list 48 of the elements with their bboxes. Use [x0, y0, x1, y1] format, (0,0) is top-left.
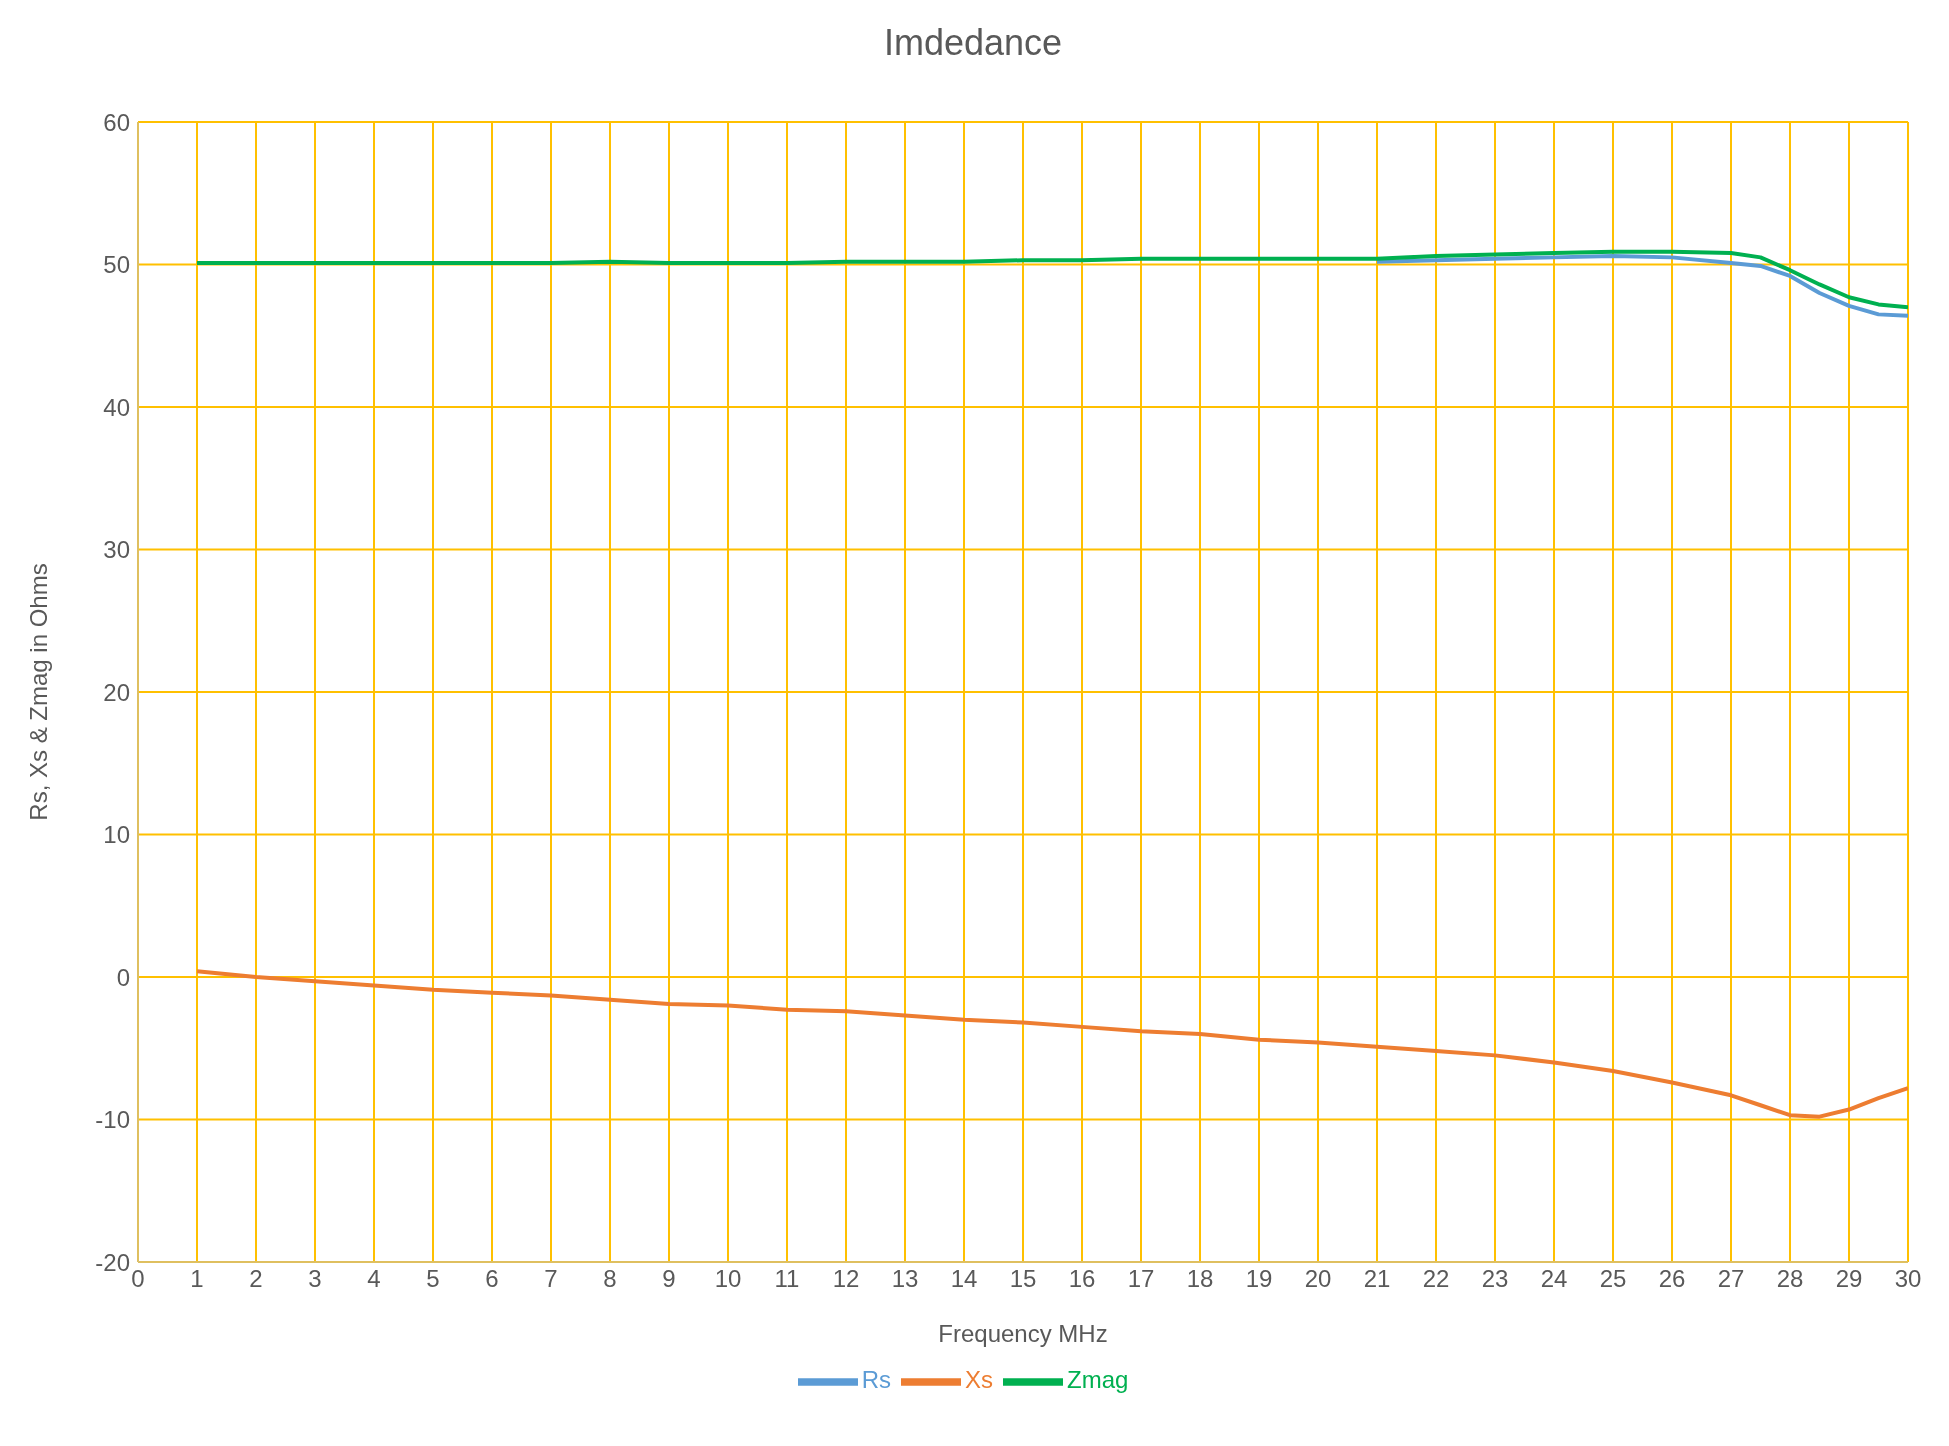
- x-tick-label: 24: [1540, 1265, 1568, 1293]
- y-tick-label: 30: [103, 536, 130, 564]
- y-tick-label: 0: [116, 963, 130, 991]
- y-axis-title: Rs, Xs & Zmag in Ohms: [24, 563, 52, 821]
- x-tick-label: 15: [1009, 1265, 1037, 1293]
- x-tick-label: 1: [190, 1265, 204, 1293]
- x-tick-label: 4: [367, 1265, 381, 1293]
- x-tick-label: 30: [1894, 1265, 1922, 1293]
- line-series: [1375, 253, 1908, 318]
- x-tick-label: 8: [603, 1265, 617, 1293]
- x-tick-label: 29: [1835, 1265, 1863, 1293]
- x-tick-label: 21: [1363, 1265, 1391, 1293]
- x-axis-title: Frequency MHz: [938, 1320, 1108, 1347]
- x-tick-label: 14: [950, 1265, 978, 1293]
- x-tick-label: 28: [1776, 1265, 1804, 1293]
- x-tick-label: 19: [1245, 1265, 1273, 1293]
- legend-label: Xs: [964, 1366, 993, 1394]
- x-tick-label: 20: [1304, 1265, 1332, 1293]
- x-tick-label: 5: [426, 1265, 440, 1293]
- x-tick-label: 2: [249, 1265, 263, 1293]
- x-tick-label: 11: [774, 1265, 800, 1293]
- x-tick-label: 26: [1658, 1265, 1686, 1293]
- x-tick-label: 9: [662, 1265, 676, 1293]
- y-tick-label: -10: [95, 1106, 130, 1134]
- x-tick-label: 25: [1599, 1265, 1627, 1293]
- line-series: [195, 249, 1908, 310]
- chart-title: Imdedance: [882, 21, 1064, 65]
- legend-label: Zmag: [1067, 1366, 1129, 1394]
- x-tick-label: 12: [832, 1265, 860, 1293]
- x-tick-label: 17: [1127, 1265, 1155, 1293]
- y-tick-label: 20: [103, 678, 130, 706]
- x-tick-label: 13: [891, 1265, 919, 1293]
- y-tick-label: -20: [95, 1248, 130, 1276]
- legend-label: Rs: [861, 1366, 891, 1394]
- x-tick-label: 7: [544, 1265, 558, 1293]
- x-tick-label: 22: [1422, 1265, 1450, 1293]
- x-tick-label: 23: [1481, 1265, 1509, 1293]
- x-tick-label: 10: [714, 1265, 742, 1293]
- x-tick-label: 16: [1068, 1265, 1096, 1293]
- y-tick-label: 60: [103, 108, 130, 136]
- x-tick-label: 18: [1186, 1265, 1214, 1293]
- x-tick-label: 27: [1717, 1265, 1745, 1293]
- x-tick-label: 3: [308, 1265, 322, 1293]
- y-tick-label: 40: [103, 393, 130, 421]
- x-tick-label: 6: [485, 1265, 499, 1293]
- y-tick-label: 50: [103, 251, 130, 279]
- line-series: [195, 969, 1908, 1119]
- y-tick-label: 10: [103, 821, 130, 849]
